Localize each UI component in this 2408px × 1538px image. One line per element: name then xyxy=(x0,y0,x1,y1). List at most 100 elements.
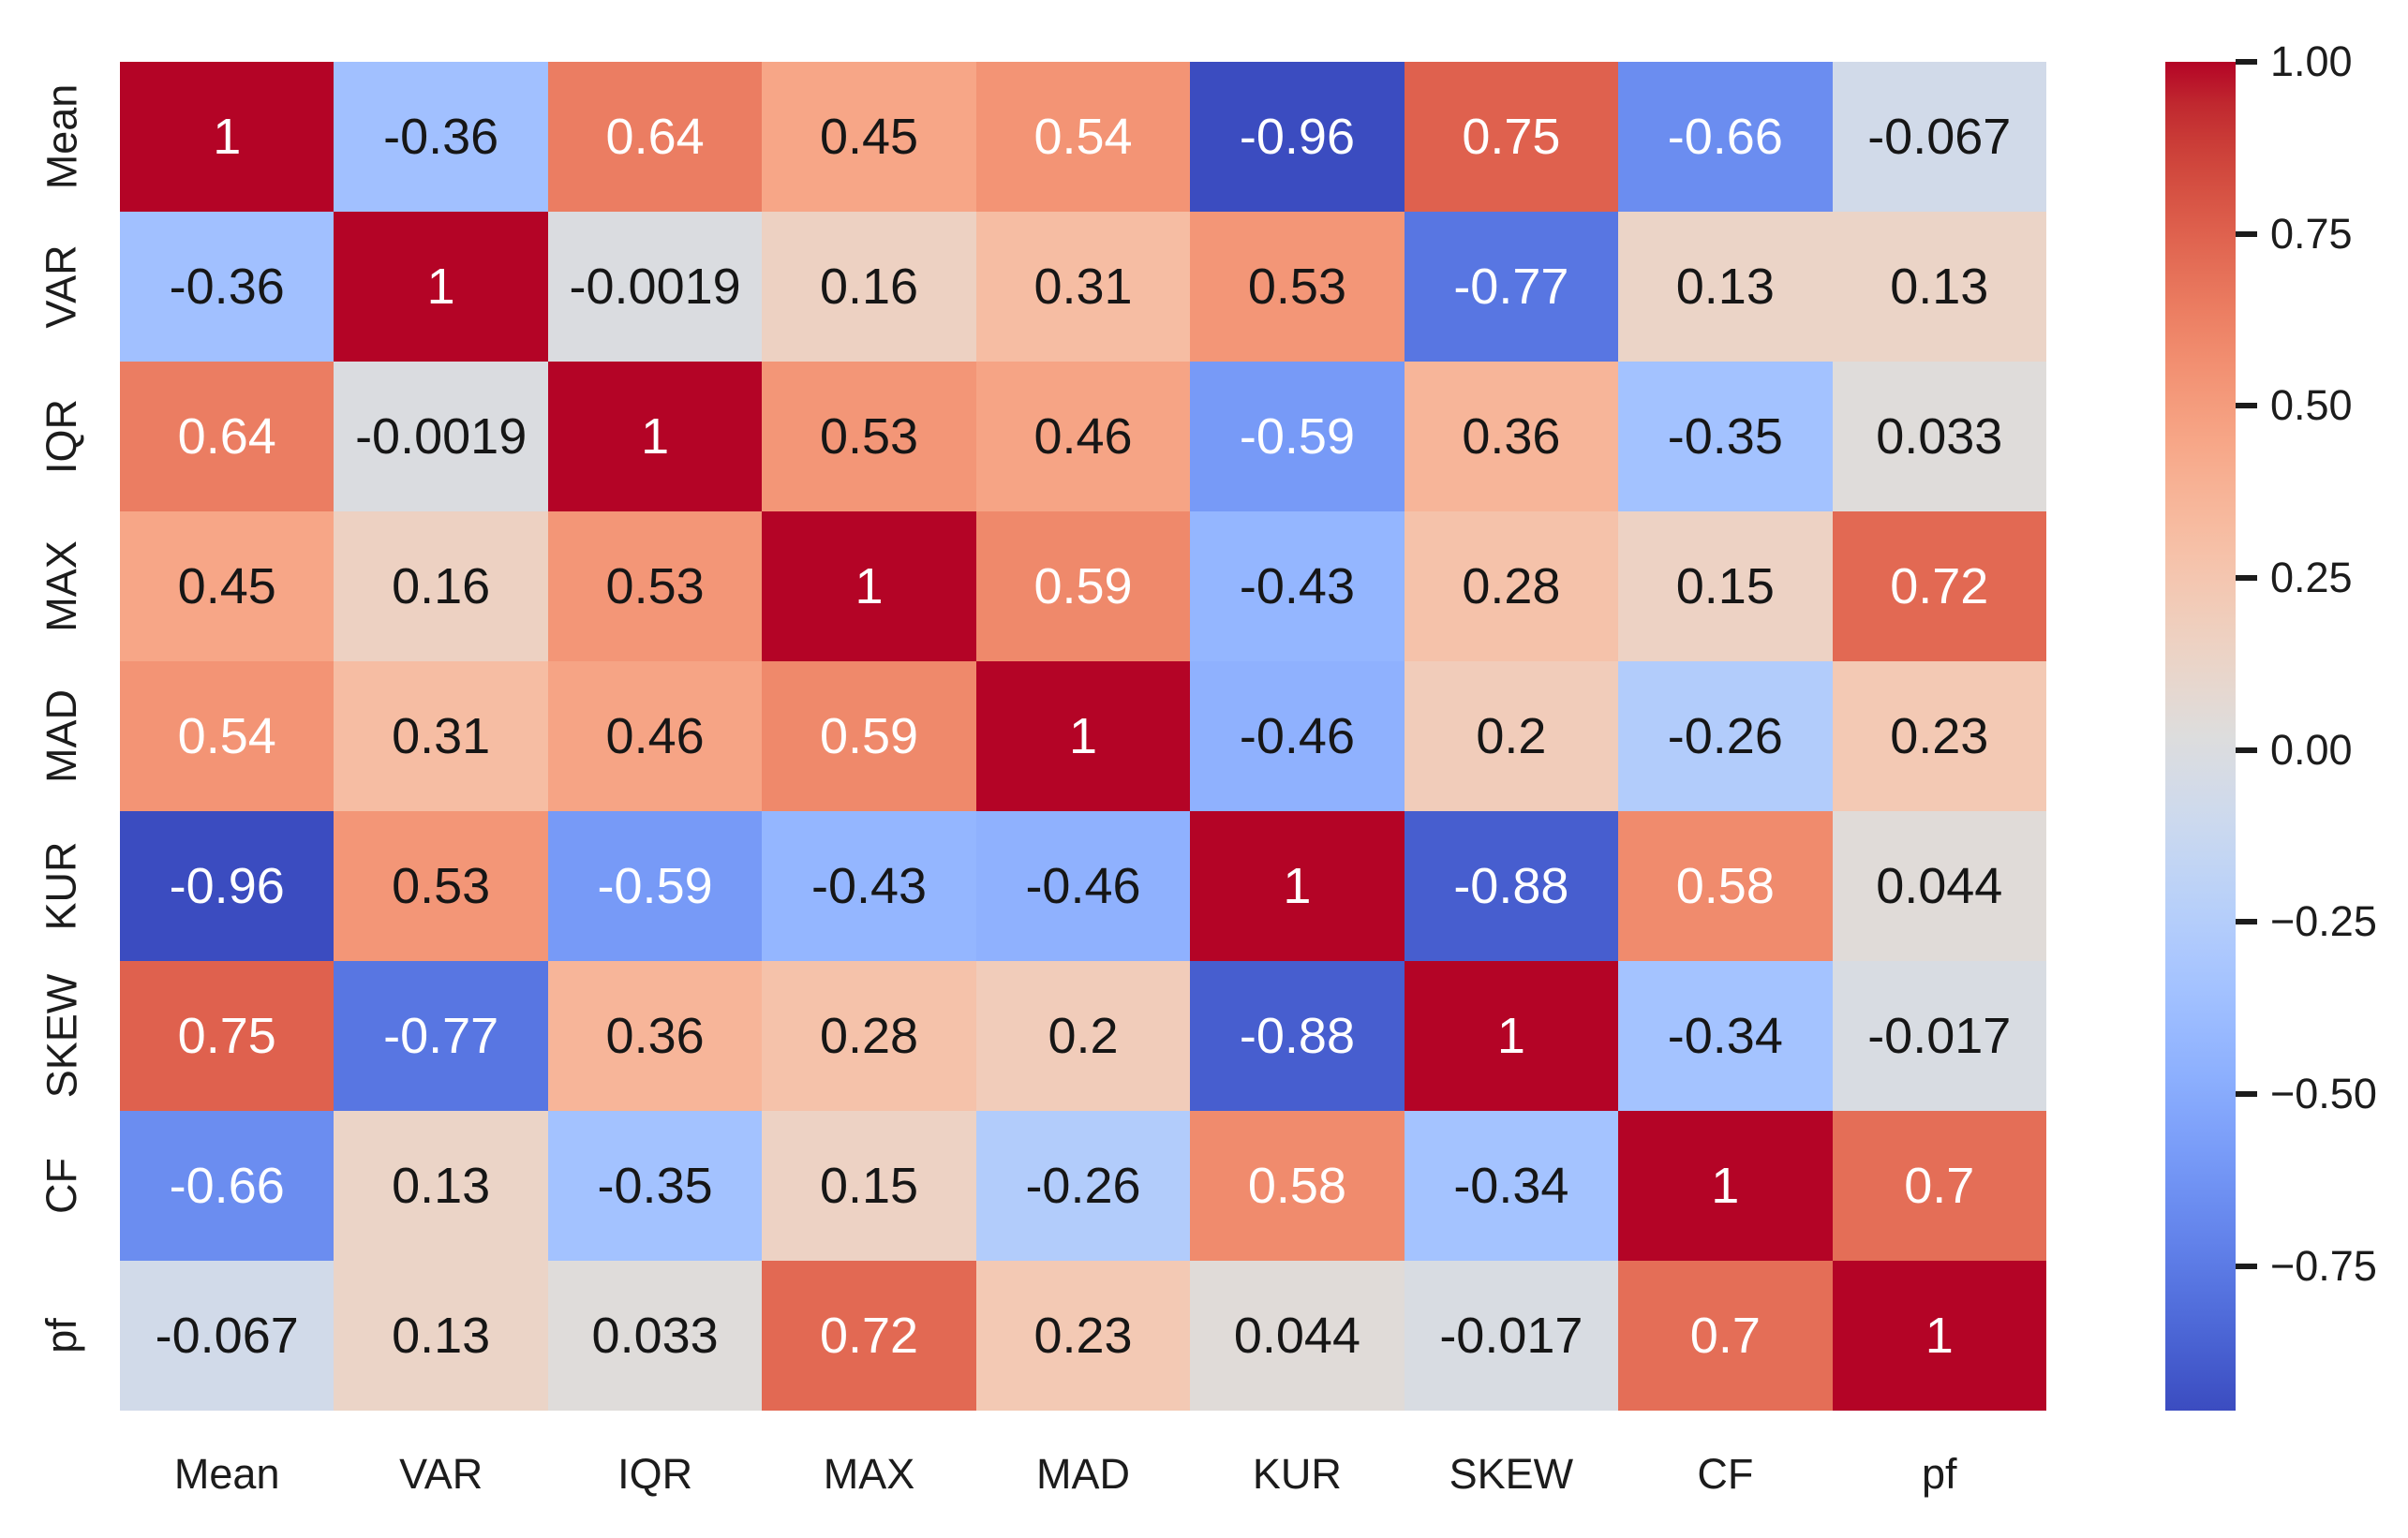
x-axis-label-SKEW: SKEW xyxy=(1449,1450,1574,1498)
colorbar-tick-label: 0.75 xyxy=(2270,209,2353,258)
x-axis-label-CF: CF xyxy=(1697,1450,1754,1498)
heatmap-cell-KUR-MAD: -0.46 xyxy=(975,811,1191,961)
colorbar-gradient xyxy=(2165,62,2236,1411)
heatmap-cell-MAX-VAR: 0.16 xyxy=(334,511,548,661)
y-axis-label-IQR: IQR xyxy=(13,362,111,511)
heatmap-cell-CF-SKEW: -0.34 xyxy=(1404,1111,1619,1261)
heatmap-grid: 1 -0.36 0.64 0.45 0.54 -0.96 0.75 -0.66 -0.067 -0… xyxy=(120,62,2046,1411)
heatmap-cell-IQR-KUR: -0.59 xyxy=(1190,362,1405,511)
heatmap-cell-IQR-Mean: 0.64 xyxy=(120,362,334,511)
y-axis-label-VAR: VAR xyxy=(13,212,111,362)
heatmap-cell-VAR-IQR: -0.0019 xyxy=(547,212,763,362)
y-axis-label-MAD: MAD xyxy=(13,661,111,811)
y-axis-label-text: KUR xyxy=(37,841,85,931)
y-axis-label-text: MAD xyxy=(37,689,85,783)
heatmap-cell-SKEW-Mean: 0.75 xyxy=(120,961,334,1111)
colorbar-tick-label: −0.50 xyxy=(2270,1070,2377,1118)
heatmap-cell-VAR-KUR: 0.53 xyxy=(1190,212,1405,362)
heatmap-cell-CF-MAX: 0.15 xyxy=(762,1111,976,1261)
y-axis-label-pf: pf xyxy=(13,1261,111,1411)
colorbar-tick-mark xyxy=(2236,403,2257,409)
heatmap-cell-SKEW-IQR: 0.36 xyxy=(547,961,763,1111)
y-axis-label-text: CF xyxy=(37,1158,85,1214)
heatmap-cell-MAD-KUR: -0.46 xyxy=(1190,661,1405,811)
x-axis-label-KUR: KUR xyxy=(1252,1450,1342,1498)
heatmap-cell-pf-IQR: 0.033 xyxy=(547,1261,763,1411)
heatmap-cell-pf-KUR: 0.044 xyxy=(1190,1261,1405,1411)
heatmap-cell-VAR-MAD: 0.31 xyxy=(975,212,1191,362)
y-axis-label-text: SKEW xyxy=(37,973,85,1099)
colorbar-tick-mark xyxy=(2236,1091,2257,1098)
heatmap-cell-SKEW-KUR: -0.88 xyxy=(1190,961,1405,1111)
heatmap-cell-KUR-CF: 0.58 xyxy=(1618,811,1833,961)
heatmap-cell-MAD-IQR: 0.46 xyxy=(547,661,763,811)
heatmap-cell-MAD-CF: -0.26 xyxy=(1618,661,1833,811)
colorbar-tick-mark xyxy=(2236,919,2257,925)
heatmap-cell-VAR-Mean: -0.36 xyxy=(120,212,334,362)
heatmap-cell-Mean-MAX: 0.45 xyxy=(762,62,976,212)
heatmap-cell-KUR-VAR: 0.53 xyxy=(334,811,548,961)
heatmap-cell-MAX-pf: 0.72 xyxy=(1832,511,2046,661)
heatmap-cell-VAR-VAR: 1 xyxy=(334,212,548,362)
heatmap-cell-pf-SKEW: -0.017 xyxy=(1404,1261,1619,1411)
heatmap-cell-Mean-IQR: 0.64 xyxy=(547,62,763,212)
heatmap-cell-IQR-MAD: 0.46 xyxy=(975,362,1191,511)
colorbar-tick-label: 0.50 xyxy=(2270,381,2353,430)
heatmap-cell-MAX-MAD: 0.59 xyxy=(975,511,1191,661)
heatmap-cell-MAX-SKEW: 0.28 xyxy=(1404,511,1619,661)
colorbar-tick-label: −0.25 xyxy=(2270,897,2377,946)
y-axis-label-MAX: MAX xyxy=(13,511,111,661)
heatmap-cell-MAD-VAR: 0.31 xyxy=(334,661,548,811)
heatmap-cell-SKEW-VAR: -0.77 xyxy=(334,961,548,1111)
heatmap-cell-IQR-VAR: -0.0019 xyxy=(334,362,548,511)
heatmap-cell-KUR-KUR: 1 xyxy=(1190,811,1405,961)
heatmap-cell-Mean-MAD: 0.54 xyxy=(975,62,1191,212)
y-axis-label-CF: CF xyxy=(13,1111,111,1261)
y-axis-label-KUR: KUR xyxy=(13,811,111,961)
y-axis-label-text: MAX xyxy=(37,540,85,632)
colorbar-tick-mark xyxy=(2236,747,2257,753)
heatmap-cell-KUR-IQR: -0.59 xyxy=(547,811,763,961)
heatmap-cell-Mean-KUR: -0.96 xyxy=(1190,62,1405,212)
x-axis-label-IQR: IQR xyxy=(617,1450,693,1498)
heatmap-cell-pf-pf: 1 xyxy=(1832,1261,2046,1411)
heatmap-cell-CF-KUR: 0.58 xyxy=(1190,1111,1405,1261)
y-axis-label-text: VAR xyxy=(37,244,85,329)
colorbar-tick-label: 1.00 xyxy=(2270,37,2353,85)
heatmap-cell-VAR-CF: 0.13 xyxy=(1618,212,1833,362)
colorbar-tick-label: −0.75 xyxy=(2270,1241,2377,1290)
heatmap-cell-pf-VAR: 0.13 xyxy=(334,1261,548,1411)
heatmap-cell-CF-MAD: -0.26 xyxy=(975,1111,1191,1261)
y-axis-label-text: pf xyxy=(37,1318,85,1353)
heatmap-cell-SKEW-MAX: 0.28 xyxy=(762,961,976,1111)
heatmap-cell-Mean-SKEW: 0.75 xyxy=(1404,62,1619,212)
heatmap-cell-SKEW-MAD: 0.2 xyxy=(975,961,1191,1111)
colorbar-tick-mark xyxy=(2236,59,2257,65)
heatmap-cell-VAR-MAX: 0.16 xyxy=(762,212,976,362)
y-axis-label-Mean: Mean xyxy=(13,62,111,212)
heatmap-cell-IQR-IQR: 1 xyxy=(547,362,763,511)
x-axis-label-pf: pf xyxy=(1922,1450,1957,1498)
heatmap-cell-MAX-Mean: 0.45 xyxy=(120,511,334,661)
heatmap-cell-MAD-MAX: 0.59 xyxy=(762,661,976,811)
heatmap-cell-IQR-CF: -0.35 xyxy=(1618,362,1833,511)
heatmap-cell-VAR-SKEW: -0.77 xyxy=(1404,212,1619,362)
heatmap-cell-pf-MAX: 0.72 xyxy=(762,1261,976,1411)
x-axis-label-Mean: Mean xyxy=(173,1450,280,1498)
heatmap-cell-pf-Mean: -0.067 xyxy=(120,1261,334,1411)
heatmap-cell-CF-CF: 1 xyxy=(1618,1111,1833,1261)
heatmap-cell-MAX-CF: 0.15 xyxy=(1618,511,1833,661)
colorbar-tick-mark xyxy=(2236,575,2257,582)
heatmap-cell-Mean-Mean: 1 xyxy=(120,62,334,212)
heatmap-cell-KUR-MAX: -0.43 xyxy=(762,811,976,961)
x-axis-label-MAD: MAD xyxy=(1035,1450,1130,1498)
heatmap-cell-IQR-MAX: 0.53 xyxy=(762,362,976,511)
heatmap-cell-CF-VAR: 0.13 xyxy=(334,1111,548,1261)
heatmap-cell-MAD-SKEW: 0.2 xyxy=(1404,661,1619,811)
colorbar-tick-mark xyxy=(2236,230,2257,237)
heatmap-cell-CF-pf: 0.7 xyxy=(1832,1111,2046,1261)
heatmap-cell-MAD-MAD: 1 xyxy=(975,661,1191,811)
heatmap-cell-MAX-MAX: 1 xyxy=(762,511,976,661)
y-axis-label-SKEW: SKEW xyxy=(13,961,111,1111)
